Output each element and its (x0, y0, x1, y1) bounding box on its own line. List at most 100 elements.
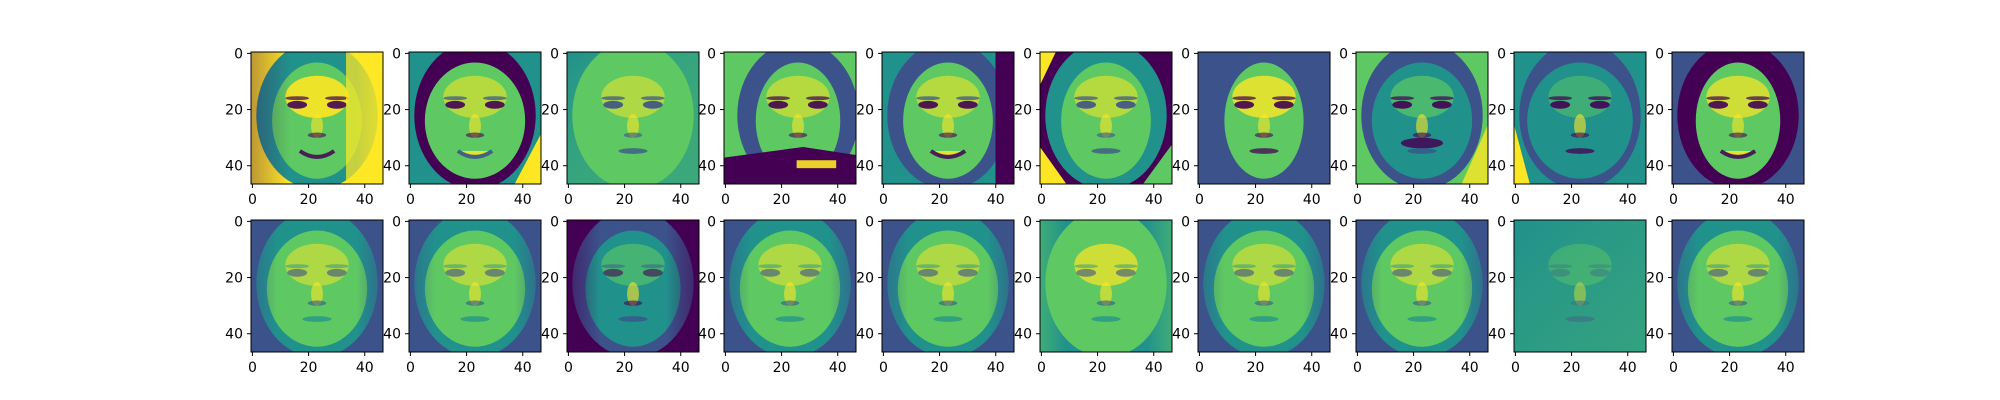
original-faces-image-10 (1672, 52, 1804, 184)
y-tick-label: 0 (392, 46, 401, 62)
panel-frame (1039, 219, 1173, 353)
original-faces-image-1 (251, 52, 383, 184)
x-tick-label: 40 (356, 192, 374, 208)
x-tick-label: 20 (1247, 192, 1265, 208)
reconstructed-faces-image-4 (724, 220, 856, 352)
y-tick-label: 20 (1172, 271, 1190, 287)
x-tick-label: 40 (1303, 360, 1321, 376)
y-tick-label: 20 (541, 271, 559, 287)
panel-frame (1355, 219, 1489, 353)
panel-frame (566, 51, 700, 185)
y-tick-label: 20 (383, 271, 401, 287)
y-tick-label: 0 (707, 214, 716, 230)
x-tick-label: 0 (1511, 192, 1520, 208)
panel-frame (566, 219, 700, 353)
original-faces-image-4 (724, 52, 856, 184)
x-tick-label: 20 (1089, 360, 1107, 376)
reconstructed-faces-image-2 (409, 220, 541, 352)
y-tick-label: 40 (698, 327, 716, 343)
original-faces-panel-9: 0 20 40 0 20 40 (1488, 46, 1647, 208)
y-tick-label: 20 (225, 271, 243, 287)
panel-frame (408, 51, 542, 185)
original-faces-image-2 (409, 52, 541, 184)
y-tick-label: 0 (234, 214, 243, 230)
x-tick-label: 40 (672, 192, 690, 208)
panel-frame (1355, 51, 1489, 185)
x-tick-label: 40 (1145, 192, 1163, 208)
y-tick-label: 0 (1339, 46, 1348, 62)
x-tick-label: 20 (1405, 192, 1423, 208)
x-tick-label: 0 (248, 360, 257, 376)
y-tick-label: 40 (1646, 159, 1664, 175)
y-tick-label: 20 (698, 271, 716, 287)
original-faces-panel-5: 0 20 40 0 20 40 (856, 46, 1015, 208)
x-tick-label: 0 (406, 360, 415, 376)
y-tick-label: 20 (1014, 271, 1032, 287)
x-tick-label: 0 (564, 360, 573, 376)
panel-frame (250, 219, 384, 353)
y-tick-label: 40 (383, 327, 401, 343)
y-tick-label: 40 (1330, 327, 1348, 343)
y-tick-label: 0 (550, 214, 559, 230)
original-faces-panel-1: 0 20 40 0 20 40 (225, 46, 384, 208)
panel-frame (1513, 51, 1647, 185)
x-tick-label: 0 (1353, 192, 1362, 208)
panel-frame (1197, 219, 1331, 353)
y-tick-label: 0 (1655, 214, 1664, 230)
reconstructed-faces-image-8 (1356, 220, 1488, 352)
y-tick-label: 20 (856, 271, 874, 287)
y-tick-label: 40 (541, 327, 559, 343)
original-faces-panel-10: 0 20 40 0 20 40 (1646, 46, 1805, 208)
x-tick-label: 20 (300, 192, 318, 208)
original-faces-image-6 (1040, 52, 1172, 184)
y-tick-label: 20 (1488, 271, 1506, 287)
reconstructed-faces-panel-3: 0 20 40 0 20 40 (541, 214, 700, 376)
y-tick-label: 40 (383, 159, 401, 175)
original-faces-panel-2: 0 20 40 0 20 40 (383, 46, 542, 208)
x-tick-label: 40 (514, 360, 532, 376)
x-tick-label: 20 (458, 192, 476, 208)
y-tick-label: 40 (856, 327, 874, 343)
reconstructed-faces-image-9 (1514, 220, 1646, 352)
y-tick-label: 0 (1655, 46, 1664, 62)
y-tick-label: 40 (1172, 327, 1190, 343)
reconstructed-faces-panel-6: 0 20 40 0 20 40 (1014, 214, 1173, 376)
original-faces-image-3 (567, 52, 699, 184)
original-faces-panel-6: 0 20 40 0 20 40 (1014, 46, 1173, 208)
y-tick-label: 20 (1330, 271, 1348, 287)
x-tick-label: 0 (248, 192, 257, 208)
x-tick-label: 20 (1089, 192, 1107, 208)
reconstructed-faces-image-10 (1672, 220, 1804, 352)
x-tick-label: 40 (1145, 360, 1163, 376)
x-tick-label: 40 (1777, 192, 1795, 208)
y-tick-label: 20 (1646, 103, 1664, 119)
x-tick-label: 0 (1037, 192, 1046, 208)
x-tick-label: 40 (1619, 192, 1637, 208)
y-tick-label: 0 (1497, 46, 1506, 62)
panel-frame (1513, 219, 1647, 353)
x-tick-label: 20 (616, 360, 634, 376)
x-tick-label: 20 (1563, 192, 1581, 208)
x-tick-label: 40 (1461, 192, 1479, 208)
y-tick-label: 0 (1023, 46, 1032, 62)
x-tick-label: 20 (1721, 360, 1739, 376)
x-tick-label: 0 (406, 192, 415, 208)
reconstructed-faces-image-1 (251, 220, 383, 352)
y-tick-label: 20 (1646, 271, 1664, 287)
x-tick-label: 40 (1619, 360, 1637, 376)
y-tick-label: 40 (856, 159, 874, 175)
y-tick-label: 0 (1497, 214, 1506, 230)
y-tick-label: 20 (1172, 103, 1190, 119)
reconstructed-faces-panel-5: 0 20 40 0 20 40 (856, 214, 1015, 376)
original-faces-image-9 (1514, 52, 1646, 184)
x-tick-label: 20 (458, 360, 476, 376)
x-tick-label: 20 (616, 192, 634, 208)
y-tick-label: 40 (1488, 159, 1506, 175)
panel-frame (1197, 51, 1331, 185)
y-tick-label: 40 (541, 159, 559, 175)
original-faces-image-8 (1356, 52, 1488, 184)
y-tick-label: 40 (1014, 159, 1032, 175)
x-tick-label: 40 (987, 192, 1005, 208)
x-tick-label: 40 (514, 192, 532, 208)
